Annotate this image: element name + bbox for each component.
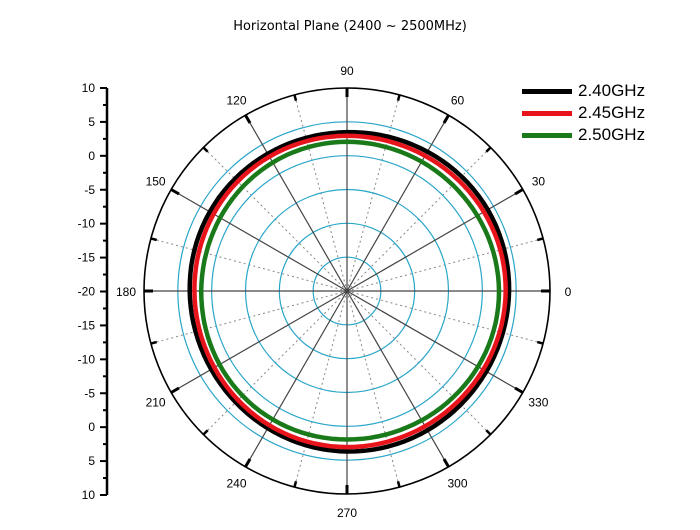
major-spoke — [346, 290, 450, 468]
angle-label: 90 — [340, 64, 354, 78]
angle-label: 120 — [226, 94, 246, 108]
angle-tick — [485, 146, 492, 153]
angle-label: 270 — [337, 506, 357, 520]
angle-tick — [442, 114, 450, 124]
angle-tick — [170, 386, 180, 394]
radial-tick-label: -5 — [84, 183, 95, 197]
angle-tick — [536, 237, 544, 242]
radial-tick-label: 5 — [88, 115, 95, 129]
angle-tick — [202, 429, 209, 436]
angle-tick — [244, 114, 252, 124]
radial-tick-label: -5 — [84, 386, 95, 400]
angle-tick — [202, 146, 209, 153]
radial-tick-label: 10 — [82, 81, 96, 95]
angle-label: 300 — [447, 476, 467, 490]
radial-tick-label: -15 — [78, 251, 96, 265]
angle-label: 240 — [226, 476, 246, 490]
radial-tick-label: -20 — [78, 285, 96, 299]
legend-swatch-red — [522, 110, 572, 116]
angle-label: 330 — [528, 396, 548, 410]
angle-tick — [442, 458, 450, 468]
angle-label: 30 — [532, 175, 546, 189]
angle-label: 60 — [451, 94, 465, 108]
angle-tick — [396, 480, 401, 488]
legend: 2.40GHz 2.45GHz 2.50GHz — [522, 80, 645, 146]
angle-tick — [514, 188, 524, 196]
angle-tick — [293, 480, 298, 488]
radial-tick-label: 5 — [88, 454, 95, 468]
angle-tick — [514, 386, 524, 394]
angle-tick — [170, 188, 180, 196]
angle-label: 180 — [116, 285, 136, 299]
series-2-50ghz — [198, 139, 502, 442]
chart-title: Horizontal Plane (2400 ~ 2500MHz) — [233, 19, 467, 34]
legend-swatch-black — [522, 88, 572, 94]
angle-tick — [396, 94, 401, 102]
radial-tick-label: -15 — [78, 318, 96, 332]
legend-item-2-45ghz: 2.45GHz — [522, 102, 645, 124]
legend-item-2-40ghz: 2.40GHz — [522, 80, 645, 102]
angle-label: 0 — [565, 285, 572, 299]
major-spoke — [346, 188, 524, 292]
major-spoke — [346, 114, 450, 292]
major-spoke — [170, 188, 348, 292]
major-spoke — [244, 290, 348, 468]
series-2-45ghz — [192, 133, 508, 450]
legend-item-2-50ghz: 2.50GHz — [522, 124, 645, 146]
angle-label: 150 — [146, 175, 166, 189]
legend-label: 2.40GHz — [578, 81, 646, 100]
angle-tick — [293, 94, 298, 102]
legend-swatch-green — [522, 132, 572, 138]
angle-label: 210 — [146, 396, 166, 410]
radial-tick-label: -10 — [78, 352, 96, 366]
major-spoke — [244, 114, 348, 292]
radial-tick-label: 0 — [88, 149, 95, 163]
angle-tick — [150, 340, 158, 345]
radial-tick-label: 0 — [88, 420, 95, 434]
legend-label: 2.50GHz — [578, 125, 646, 144]
angle-tick — [485, 429, 492, 436]
series-2-40ghz — [187, 129, 512, 454]
angle-tick — [244, 458, 252, 468]
major-spoke — [346, 290, 524, 394]
major-spoke — [170, 290, 348, 394]
radial-tick-label: -10 — [78, 217, 96, 231]
angle-tick — [536, 340, 544, 345]
angle-tick — [150, 237, 158, 242]
radial-tick-label: 10 — [82, 488, 96, 502]
legend-label: 2.45GHz — [578, 103, 646, 122]
